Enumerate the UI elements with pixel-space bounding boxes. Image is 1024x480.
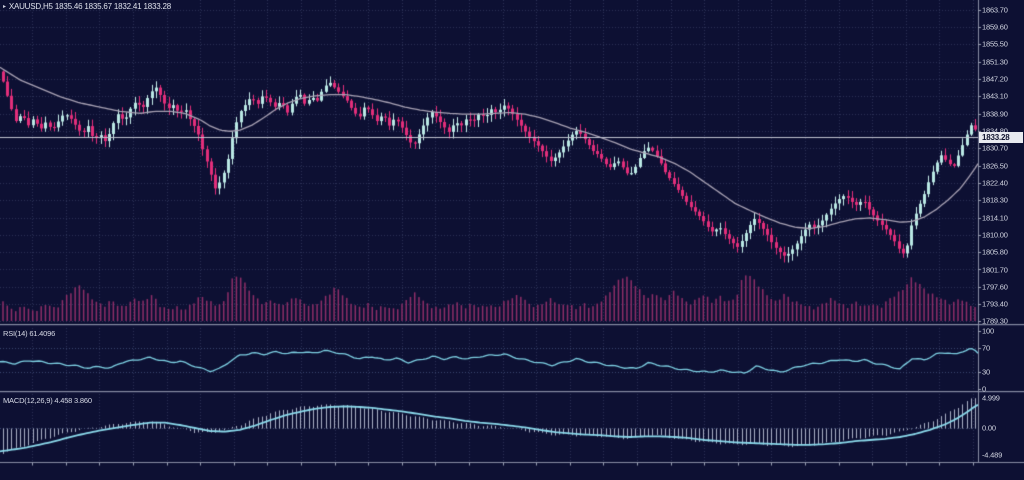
chart-title: ▸ XAUUSD,H5 1835.46 1835.67 1832.41 1833… — [3, 2, 171, 11]
rsi-indicator-label: RSI(14) 61.4096 — [3, 329, 56, 338]
price-tick-label: 1818.30 — [982, 195, 1008, 205]
price-tick-label: 1789.30 — [982, 316, 1008, 326]
rsi-tick-label: 100 — [982, 326, 994, 336]
price-tick-label: 1843.10 — [982, 91, 1008, 101]
macd-tick-label: 4.999 — [982, 393, 1000, 403]
price-tick-label: 1830.70 — [982, 143, 1008, 153]
price-tick-label: 1793.40 — [982, 299, 1008, 309]
price-tick-label: 1859.60 — [982, 22, 1008, 32]
rsi-tick-label: 30 — [982, 367, 990, 377]
price-tick-label: 1855.50 — [982, 39, 1008, 49]
price-tick-label: 1863.70 — [982, 5, 1008, 15]
time-scale[interactable]: 15 Feb 202315 Feb 15:0015 Feb 23:0016 Fe… — [0, 463, 1024, 480]
price-tick-label: 1805.80 — [982, 247, 1008, 257]
price-tick-label: 1851.30 — [982, 57, 1008, 67]
price-tick-label: 1838.90 — [982, 109, 1008, 119]
price-scale[interactable]: 1863.70 1859.60 1855.50 1851.30 1847.20 1843.… — [982, 0, 1024, 463]
price-tick-label: 1834.80 — [982, 126, 1008, 136]
current-price-badge: 1833.28 — [979, 132, 1023, 143]
rsi-tick-label: 70 — [982, 343, 990, 353]
macd-indicator-label: MACD(12,26,9) 4.458 3.860 — [3, 396, 92, 405]
price-tick-label: 1814.10 — [982, 213, 1008, 223]
macd-tick-label: 0.00 — [982, 423, 996, 433]
rsi-tick-label: 0 — [982, 384, 986, 394]
price-tick-label: 1810.00 — [982, 230, 1008, 240]
macd-tick-label: -4.489 — [982, 450, 1003, 460]
price-tick-label: 1826.50 — [982, 161, 1008, 171]
price-tick-label: 1822.40 — [982, 178, 1008, 188]
symbol-marker-icon: ▸ — [3, 3, 6, 10]
chart-title-text: XAUUSD,H5 1835.46 1835.67 1832.41 1833.2… — [8, 2, 171, 11]
price-tick-label: 1847.20 — [982, 74, 1008, 84]
price-tick-label: 1801.70 — [982, 265, 1008, 274]
price-tick-label: 1797.60 — [982, 282, 1008, 292]
